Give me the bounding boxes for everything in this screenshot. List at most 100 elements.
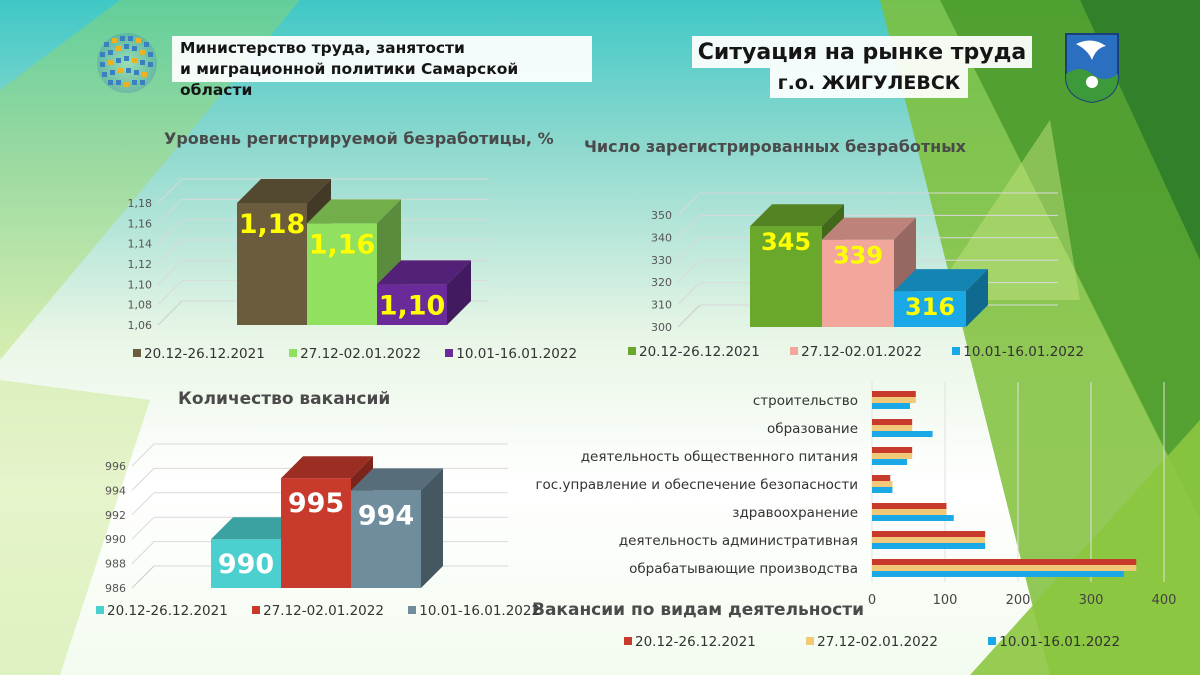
legend-label: 20.12-26.12.2021 <box>107 603 228 619</box>
registered-unemployed-chart: 300 310 320 330 340 350 345 339 316 <box>651 192 1058 334</box>
bar <box>872 503 947 509</box>
chart2-legend-item: 20.12-26.12.2021 <box>628 344 760 360</box>
bar <box>872 559 1137 565</box>
category-label: гос.управление и обеспечение безопасност… <box>535 477 858 493</box>
y-tick-label: 350 <box>651 209 672 222</box>
chart3-legend: 20.12-26.12.2021 27.12-02.01.2022 10.01-… <box>96 603 560 619</box>
legend-label: 27.12-02.01.2022 <box>801 344 922 360</box>
bar <box>872 459 908 465</box>
gridline <box>131 516 155 540</box>
bar <box>872 431 933 437</box>
y-tick-label: 1,18 <box>128 197 153 210</box>
category-label: строительство <box>753 393 858 409</box>
gridline <box>157 198 183 224</box>
bar-value-label: 995 <box>288 488 344 519</box>
ministry-name-line2: и миграционной политики Самарской област… <box>180 60 519 99</box>
legend-swatch <box>252 606 261 614</box>
gridline <box>677 237 701 261</box>
legend-swatch <box>624 637 632 645</box>
chart2-legend-item: 27.12-02.01.2022 <box>790 344 922 360</box>
gridline <box>157 280 183 306</box>
vacancies-by-activity-chart: 0 100 200 300 400 строительство образование дея… <box>535 382 1177 608</box>
y-tick-label: 994 <box>105 484 126 497</box>
bar <box>872 425 913 431</box>
gridline <box>157 259 183 285</box>
gridline <box>677 259 701 283</box>
x-tick-label: 100 <box>933 593 958 608</box>
category-label: образование <box>767 421 858 437</box>
vacancies-chart: 986 988 990 992 994 996 990 995 994 <box>105 443 508 595</box>
chart4-legend-item: 20.12-26.12.2021 <box>624 634 756 650</box>
bar <box>872 447 913 453</box>
chart1-legend: 20.12-26.12.2021 27.12-02.01.2022 10.01-… <box>133 346 597 362</box>
bar <box>377 284 447 325</box>
bar <box>894 291 966 327</box>
legend-label: 10.01-16.01.2022 <box>419 603 541 619</box>
bar <box>872 543 986 549</box>
y-tick-label: 1,12 <box>128 258 153 271</box>
bar <box>872 391 916 397</box>
legend-label: 10.01-16.01.2022 <box>456 346 578 362</box>
bar-top <box>307 199 401 224</box>
legend-label: 27.12-02.01.2022 <box>817 634 938 650</box>
y-tick-label: 300 <box>651 321 672 334</box>
axis-floor <box>157 300 183 326</box>
bar-side <box>966 269 988 327</box>
bar-top <box>281 456 373 479</box>
page-subtitle: г.о. ЖИГУЛЕВСК <box>770 68 968 98</box>
bar <box>872 481 893 487</box>
category-label: обрабатывающие производства <box>629 561 858 577</box>
bar-value-label: 990 <box>218 549 274 580</box>
y-tick-label: 1,16 <box>128 217 153 230</box>
bar <box>872 509 947 515</box>
legend-label: 20.12-26.12.2021 <box>144 346 265 362</box>
unemployment-rate-chart: 1,061,081,101,121,141,161,181,181,161,10 <box>128 178 488 332</box>
legend-label: 27.12-02.01.2022 <box>263 603 384 619</box>
ministry-name-line1: Министерство труда, занятости <box>180 39 465 57</box>
bar <box>872 419 913 425</box>
bar <box>822 239 894 327</box>
chart1-legend-item: 27.12-02.01.2022 <box>289 346 421 362</box>
bar-value-label: 316 <box>905 293 955 321</box>
chart1-legend-item: 10.01-16.01.2022 <box>445 346 577 362</box>
bar-value-label: 1,10 <box>379 290 446 321</box>
gridline <box>131 468 155 491</box>
y-tick-label: 992 <box>105 509 126 522</box>
chart3-legend-item: 10.01-16.01.2022 <box>408 603 540 619</box>
y-tick-label: 988 <box>105 558 126 571</box>
bar <box>872 537 986 543</box>
chart3-legend-item: 27.12-02.01.2022 <box>252 603 384 619</box>
legend-swatch <box>628 347 636 355</box>
bar <box>872 453 913 459</box>
bar <box>237 203 307 325</box>
bar-top <box>211 517 303 540</box>
bar <box>872 571 1124 577</box>
legend-swatch <box>96 606 104 614</box>
bar-top <box>894 269 988 292</box>
bar-side <box>447 260 471 325</box>
gridline <box>677 192 701 216</box>
category-label: деятельность общественного питания <box>581 449 858 465</box>
bar <box>872 487 893 493</box>
bar <box>211 539 281 588</box>
x-tick-label: 400 <box>1152 593 1177 608</box>
axis-floor <box>677 304 701 328</box>
x-tick-label: 0 <box>868 593 876 608</box>
zhigulevsk-emblem-icon <box>1062 30 1122 104</box>
bar <box>351 490 421 588</box>
legend-swatch <box>806 637 815 645</box>
y-tick-label: 340 <box>651 231 672 244</box>
legend-label: 10.01-16.01.2022 <box>999 634 1121 650</box>
legend-swatch <box>289 349 298 357</box>
legend-label: 27.12-02.01.2022 <box>300 346 421 362</box>
y-tick-label: 310 <box>651 299 672 312</box>
chart2-legend: 20.12-26.12.2021 27.12-02.01.2022 10.01-… <box>628 344 1104 360</box>
chart4-title: Вакансии по видам деятельности <box>532 600 865 620</box>
bar <box>872 565 1137 571</box>
chart3-legend-item: 20.12-26.12.2021 <box>96 603 228 619</box>
gridline <box>157 239 183 265</box>
chart2-title: Число зарегистрированных безработных <box>584 137 966 156</box>
bar-top <box>750 204 844 227</box>
legend-swatch <box>133 349 141 357</box>
